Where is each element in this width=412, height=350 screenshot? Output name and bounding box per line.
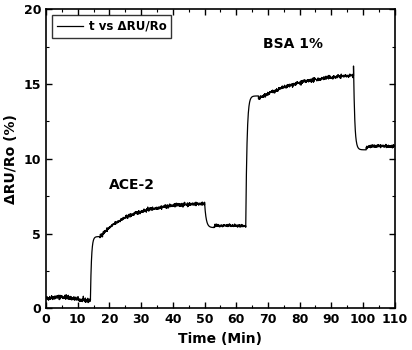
t vs ΔRU/Ro (392, 144, 397, 148)
t vs ΔRU/Ro (44, 297, 49, 301)
Text: ACE-2: ACE-2 (109, 178, 154, 192)
Text: BSA 1%: BSA 1% (263, 37, 323, 51)
t vs ΔRU/Ro (351, 64, 356, 68)
t vs ΔRU/Ro (250, 94, 255, 99)
X-axis label: Time (Min): Time (Min) (178, 332, 262, 346)
t vs ΔRU/Ro (342, 74, 347, 78)
t vs ΔRU/Ro (169, 204, 174, 208)
Line: t vs ΔRU/Ro: t vs ΔRU/Ro (46, 66, 395, 303)
Legend: t vs ΔRU/Ro: t vs ΔRU/Ro (52, 15, 171, 37)
t vs ΔRU/Ro (207, 225, 212, 229)
Y-axis label: ΔRU/Ro (%): ΔRU/Ro (%) (4, 114, 18, 204)
t vs ΔRU/Ro (229, 224, 234, 229)
t vs ΔRU/Ro (86, 301, 91, 305)
t vs ΔRU/Ro (44, 296, 49, 300)
